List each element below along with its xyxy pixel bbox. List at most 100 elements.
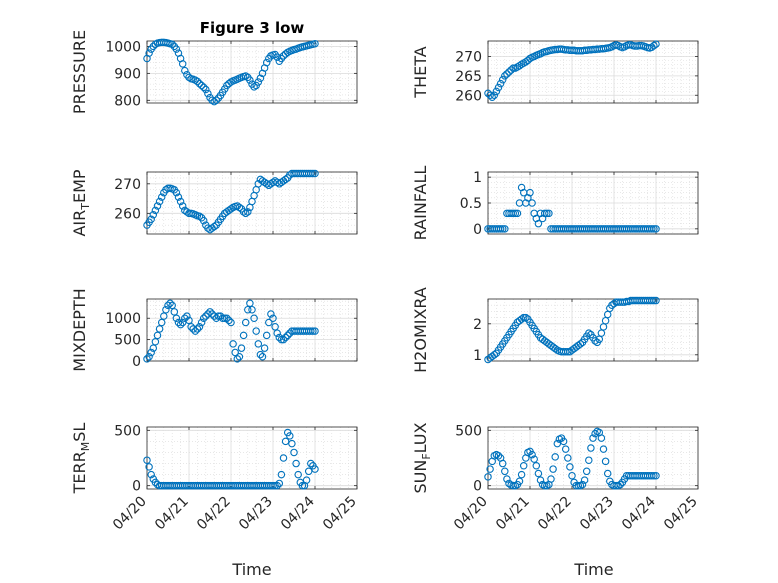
data-point [302, 476, 311, 484]
subplot-rainfall: 0 0.5 1 RAINFALL [411, 166, 699, 241]
y-tick-label: 0.5 [460, 196, 482, 212]
y-axis-label-rainfall: RAINFALL [411, 166, 430, 241]
data-point [652, 225, 660, 233]
data-point [239, 331, 248, 340]
data-point [260, 344, 269, 352]
axes-box [487, 40, 699, 104]
data-point [195, 323, 204, 331]
data-point [178, 318, 187, 327]
data-point [648, 225, 656, 233]
data-point [532, 461, 541, 470]
data-point [250, 314, 258, 322]
data-point [494, 83, 503, 92]
data-point [281, 175, 290, 184]
data-point [208, 310, 216, 318]
data-point [231, 348, 239, 357]
y-tick-label: 265 [455, 69, 482, 85]
data-point [256, 74, 265, 82]
subplot-air-temp: 260 270 AIRTEMP [70, 169, 358, 237]
axes-box [146, 40, 358, 104]
data-point [166, 299, 174, 308]
data-point [587, 444, 595, 452]
data-point [490, 91, 499, 100]
data-point [311, 465, 319, 473]
data-point [174, 318, 183, 327]
y-axis-label-pressure: PRESSURE [70, 30, 89, 114]
data-point [652, 40, 660, 48]
y-tick-label: 270 [114, 177, 141, 193]
data-point [290, 448, 298, 457]
data-point [549, 465, 557, 473]
data-point [597, 434, 606, 442]
data-point [208, 96, 216, 105]
data-point [183, 312, 191, 320]
data-point [309, 327, 317, 335]
data-point [519, 313, 528, 322]
data-point [199, 216, 208, 225]
data-point [509, 209, 517, 218]
data-point [501, 467, 509, 476]
data-point [267, 310, 275, 318]
y-tick-label: 0 [473, 222, 482, 238]
data-point [147, 215, 155, 223]
data-point [206, 308, 214, 316]
data-point [168, 301, 176, 310]
data-point [143, 355, 151, 363]
data-point [515, 477, 524, 485]
data-point [246, 76, 254, 84]
data-point [269, 481, 277, 490]
y-tick-label: 500 [114, 423, 141, 439]
subplot-h2omixra: 1 2 H2OMIXRA [411, 287, 699, 373]
y-tick-label: 1000 [105, 39, 141, 55]
data-point [492, 87, 501, 96]
data-point [534, 219, 543, 228]
axes-box [487, 426, 699, 490]
data-point [164, 301, 172, 310]
data-point [298, 481, 307, 490]
data-point [178, 60, 187, 68]
data-point [214, 312, 223, 320]
data-point [155, 197, 164, 206]
data-point [648, 471, 656, 480]
y-axis-label-terr-msl: TERRMSL [70, 423, 92, 495]
data-point [277, 335, 286, 344]
data-point [501, 72, 509, 80]
data-point [311, 327, 319, 335]
data-point [650, 225, 658, 233]
data-point [157, 318, 166, 327]
data-point [526, 188, 534, 197]
data-point [505, 479, 513, 488]
data-point [283, 331, 292, 340]
data-point [589, 434, 597, 442]
y-tick-label: 2 [473, 317, 482, 333]
data-point [258, 352, 267, 361]
data-point [517, 470, 526, 479]
data-point [311, 39, 319, 48]
data-point [244, 305, 252, 314]
data-point [540, 209, 549, 218]
data-point [252, 327, 260, 335]
data-point [286, 432, 294, 440]
data-point [254, 78, 263, 86]
data-point [582, 467, 591, 476]
data-point [168, 40, 176, 48]
data-point [509, 481, 517, 490]
data-point [218, 314, 227, 322]
data-point [250, 83, 258, 91]
data-point [568, 471, 576, 480]
data-point [233, 355, 242, 363]
data-point [530, 455, 538, 463]
data-point [603, 469, 612, 478]
data-point [650, 41, 658, 50]
data-point [273, 329, 281, 337]
data-point [185, 316, 193, 325]
data-point [197, 318, 206, 327]
data-point [145, 49, 153, 57]
data-point [574, 481, 583, 490]
data-point [210, 222, 218, 231]
data-point [566, 463, 574, 471]
data-point [178, 202, 187, 210]
data-point [564, 454, 572, 462]
data-point [496, 79, 505, 88]
